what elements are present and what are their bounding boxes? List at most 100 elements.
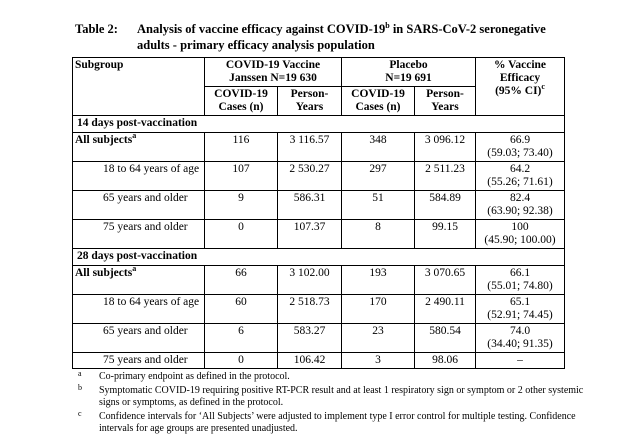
vaccine-efficacy-cell: 66.9 (59.03; 73.40) bbox=[475, 131, 566, 162]
ve-ci: (55.26; 71.61) bbox=[487, 175, 553, 188]
section-row-14-days: 14 days post-vaccination bbox=[71, 115, 566, 133]
header-covid19-cases-vaccine: COVID-19 Cases (n) bbox=[204, 86, 278, 117]
placebo-person-years-cell: 99.15 bbox=[413, 219, 477, 250]
table-caption: Table 2: Analysis of vaccine efficacy ag… bbox=[75, 21, 547, 54]
ve-value: 64.2 bbox=[509, 162, 531, 175]
vaccine-cases-cell: 66 bbox=[204, 264, 278, 295]
header-vaccine-group: COVID-19 Vaccine Janssen N=19 630 bbox=[204, 56, 342, 88]
subgroup-cell: 18 to 64 years of age bbox=[72, 160, 205, 191]
py-label-line2: Years bbox=[431, 101, 459, 114]
ve-ci: (52.91; 74.45) bbox=[487, 308, 553, 321]
placebo-cases-cell: 297 bbox=[341, 160, 415, 191]
vaccine-efficacy-cell: 100 (45.90; 100.00) bbox=[475, 219, 566, 250]
footnotes: a Co-primary endpoint as defined in the … bbox=[78, 369, 597, 437]
vaccine-cases-cell: 0 bbox=[204, 352, 278, 370]
footnote-text: Confidence intervals for ‘All Subjects’ … bbox=[99, 411, 576, 434]
placebo-cases-cell: 23 bbox=[341, 322, 415, 354]
py-label-line2: Years bbox=[295, 101, 324, 114]
header-person-years-placebo: Person- Years bbox=[413, 86, 477, 117]
ve-value: 82.4 bbox=[509, 191, 531, 204]
header-placebo-group: Placebo N=19 691 bbox=[340, 56, 477, 88]
vaccine-cases-cell: 107 bbox=[204, 160, 278, 191]
header-group-row: Subgroup COVID-19 Vaccine Janssen N=19 6… bbox=[72, 56, 566, 117]
subgroup-label: 65 years and older bbox=[103, 191, 188, 204]
subgroup-label: 75 years and older bbox=[103, 354, 188, 367]
subgroup-label: 65 years and older bbox=[103, 324, 188, 337]
subgroup-cell: 18 to 64 years of age bbox=[72, 293, 205, 324]
subgroup-cell: 65 years and older bbox=[72, 189, 205, 221]
caption-line1-rest: in SARS-CoV-2 seronegative bbox=[389, 22, 546, 36]
vaccine-cases-cell: 9 bbox=[204, 189, 278, 221]
subgroup-label: 75 years and older bbox=[103, 221, 188, 234]
placebo-cases-cell: 193 bbox=[341, 264, 415, 295]
subgroup-cell: 65 years and older bbox=[72, 322, 205, 354]
header-covid19-cases-placebo: COVID-19 Cases (n) bbox=[341, 86, 415, 117]
header-ve-line2: Efficacy bbox=[499, 72, 541, 85]
footnote-marker: a bbox=[78, 369, 82, 378]
footnote-text: Co-primary endpoint as defined in the pr… bbox=[99, 371, 290, 382]
vaccine-person-years-cell: 3 102.00 bbox=[277, 264, 342, 295]
vaccine-cases-cell: 60 bbox=[204, 293, 278, 324]
header-placebo-group-line2: N=19 691 bbox=[385, 72, 432, 85]
ve-value: 74.0 bbox=[509, 324, 531, 337]
cases-label-line2: Cases (n) bbox=[355, 101, 401, 114]
header-person-years-vaccine: Person- Years bbox=[277, 86, 342, 117]
header-placebo-group-line1: Placebo bbox=[389, 59, 428, 71]
table-caption-label: Table 2: bbox=[75, 22, 118, 36]
table-row: 75 years and older 0 106.42 3 98.06 – bbox=[72, 352, 566, 370]
placebo-cases-cell: 8 bbox=[341, 219, 415, 250]
table-row: 65 years and older 9 586.31 51 584.89 82… bbox=[72, 189, 566, 221]
ve-ci: (45.90; 100.00) bbox=[484, 234, 556, 247]
table-row: All subjectsa 66 3 102.00 193 3 070.65 6… bbox=[72, 263, 566, 295]
caption-footnote-ref-b: b bbox=[385, 20, 390, 30]
table-row: 65 years and older 6 583.27 23 580.54 74… bbox=[72, 322, 566, 354]
placebo-person-years-cell: 3 070.65 bbox=[413, 264, 477, 295]
subgroup-label: 18 to 64 years of age bbox=[103, 295, 200, 308]
ve-value: 100 bbox=[511, 221, 529, 234]
py-label-line1: Person- bbox=[290, 88, 329, 101]
vaccine-person-years-cell: 2 518.73 bbox=[277, 293, 342, 324]
ve-ci: (34.40; 91.35) bbox=[487, 338, 553, 351]
header-ve-line1: % Vaccine bbox=[493, 59, 547, 71]
table-row: 18 to 64 years of age 60 2 518.73 170 2 … bbox=[72, 293, 566, 324]
cases-label-line1: COVID-19 bbox=[351, 88, 405, 101]
vaccine-cases-cell: 0 bbox=[204, 219, 278, 250]
section-label: 14 days post-vaccination bbox=[71, 115, 566, 133]
subgroup-cell: All subjectsa bbox=[72, 263, 205, 295]
vaccine-efficacy-cell: 74.0 (34.40; 91.35) bbox=[475, 322, 566, 354]
caption-line1-text: Analysis of vaccine efficacy against COV… bbox=[137, 22, 386, 36]
py-label-line1: Person- bbox=[426, 88, 464, 101]
footnote-ref-a: a bbox=[132, 130, 137, 140]
efficacy-table: Subgroup COVID-19 Vaccine Janssen N=19 6… bbox=[71, 56, 566, 370]
section-row-28-days: 28 days post-vaccination bbox=[71, 248, 566, 266]
ve-value: 66.1 bbox=[509, 266, 531, 279]
vaccine-person-years-cell: 107.37 bbox=[277, 219, 342, 250]
subgroup-cell: 75 years and older bbox=[72, 219, 205, 250]
ve-ci: (63.90; 92.38) bbox=[487, 205, 553, 218]
footnote-marker: c bbox=[78, 409, 82, 418]
placebo-person-years-cell: 2 511.23 bbox=[413, 160, 477, 191]
vaccine-efficacy-cell: 82.4 (63.90; 92.38) bbox=[475, 189, 566, 221]
subgroup-label: All subjects bbox=[75, 133, 133, 146]
vaccine-person-years-cell: 586.31 bbox=[277, 189, 342, 221]
subgroup-label: 18 to 64 years of age bbox=[103, 162, 200, 175]
table-caption-text: Analysis of vaccine efficacy against COV… bbox=[137, 21, 547, 54]
footnote-ref-a: a bbox=[132, 263, 137, 273]
footnote-a: a Co-primary endpoint as defined in the … bbox=[78, 369, 597, 383]
header-subcolumn-row: COVID-19 Cases (n) Person- Years COVID-1… bbox=[73, 86, 565, 117]
placebo-cases-cell: 51 bbox=[341, 189, 415, 221]
footnote-c: c Confidence intervals for ‘All Subjects… bbox=[78, 409, 597, 435]
ve-value: 66.9 bbox=[509, 133, 531, 146]
placebo-person-years-cell: 98.06 bbox=[413, 352, 477, 370]
placebo-person-years-cell: 584.89 bbox=[413, 189, 477, 221]
caption-line2-text: adults - primary efficacy analysis popul… bbox=[137, 38, 375, 53]
header-vaccine-group-line1: COVID-19 Vaccine bbox=[225, 59, 321, 71]
table-row: All subjectsa 116 3 116.57 348 3 096.12 … bbox=[72, 130, 566, 162]
footnote-b: b Symptomatic COVID-19 requiring positiv… bbox=[78, 383, 597, 409]
vaccine-cases-cell: 6 bbox=[204, 322, 278, 354]
header-ve-line3: (95% CI) bbox=[495, 85, 542, 98]
header-subgroup: Subgroup bbox=[72, 56, 205, 117]
placebo-cases-cell: 170 bbox=[341, 293, 415, 324]
cases-label-line1: COVID-19 bbox=[214, 88, 268, 101]
